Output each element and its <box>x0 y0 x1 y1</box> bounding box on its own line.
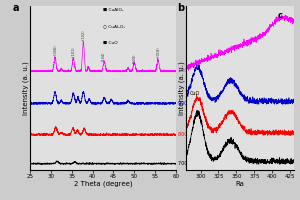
Text: ○ CuAl₂O₄: ○ CuAl₂O₄ <box>103 24 125 28</box>
X-axis label: Ra: Ra <box>236 181 244 187</box>
Text: •(018): •(018) <box>156 47 160 58</box>
Text: ■ CuAlO₂: ■ CuAlO₂ <box>103 8 124 12</box>
Text: CuO: CuO <box>190 91 200 96</box>
Text: (009): (009) <box>132 53 136 63</box>
Text: 700 ℃: 700 ℃ <box>178 161 194 166</box>
Text: 800 ℃: 800 ℃ <box>178 132 194 137</box>
Text: c: c <box>278 11 283 20</box>
Text: b: b <box>178 3 184 13</box>
Text: (104): (104) <box>102 51 106 61</box>
Text: ■ CuO: ■ CuO <box>103 40 118 44</box>
Text: •(102): •(102) <box>81 30 86 41</box>
X-axis label: 2 Theta (degree): 2 Theta (degree) <box>74 181 132 187</box>
Text: 1000 ℃: 1000 ℃ <box>178 68 197 73</box>
Text: a: a <box>13 3 19 13</box>
Text: •(101): •(101) <box>71 46 75 58</box>
Y-axis label: Intensity (a. u.): Intensity (a. u.) <box>22 61 28 115</box>
Text: 900 ℃: 900 ℃ <box>178 101 194 106</box>
Text: •(006): •(006) <box>53 44 57 56</box>
Y-axis label: Intensity (a. u.): Intensity (a. u.) <box>178 61 185 115</box>
